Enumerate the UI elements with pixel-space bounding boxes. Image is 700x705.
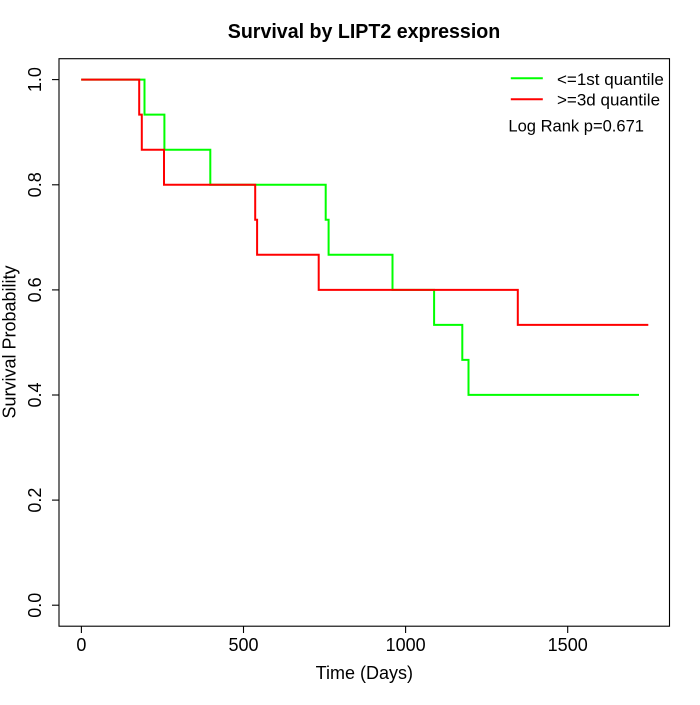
svg-text:0.0: 0.0 [25,593,45,618]
svg-text:1.0: 1.0 [25,67,45,92]
svg-text:Survival by LIPT2 expression: Survival by LIPT2 expression [228,21,501,43]
svg-text:1500: 1500 [548,635,588,655]
svg-text:0.6: 0.6 [25,277,45,302]
svg-text:Survival Probability: Survival Probability [0,265,20,418]
svg-text:0.4: 0.4 [25,382,45,407]
svg-text:1000: 1000 [386,635,426,655]
svg-text:0: 0 [76,635,86,655]
svg-text:500: 500 [228,635,258,655]
svg-text:Time (Days): Time (Days) [316,663,413,683]
svg-text:>=3d quantile: >=3d quantile [557,91,660,110]
svg-text:0.2: 0.2 [25,488,45,513]
svg-text:0.8: 0.8 [25,172,45,197]
svg-text:<=1st quantile: <=1st quantile [557,70,664,89]
svg-text:Log Rank p=0.671: Log Rank p=0.671 [508,117,644,136]
